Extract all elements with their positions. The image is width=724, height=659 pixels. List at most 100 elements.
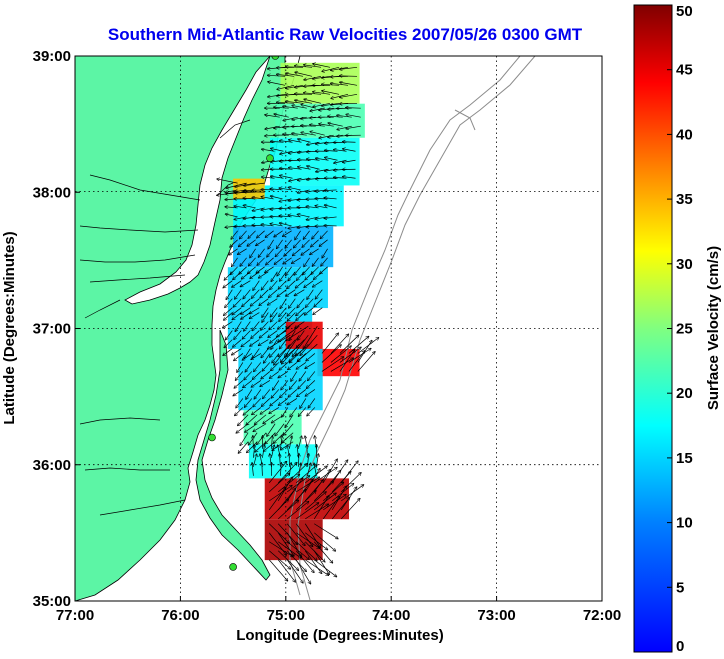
velocity-vector bbox=[259, 271, 269, 278]
y-axis-label: Latitude (Degrees:Minutes) bbox=[1, 231, 18, 424]
velocity-vector bbox=[235, 371, 244, 380]
colorbar-tick-label: 50 bbox=[676, 3, 693, 20]
velocity-region bbox=[233, 178, 265, 200]
velocity-vector bbox=[292, 116, 307, 119]
velocity-vector bbox=[310, 248, 319, 255]
velocity-vector bbox=[270, 307, 278, 317]
velocity-vector bbox=[232, 348, 242, 355]
velocity-vector bbox=[264, 353, 271, 363]
velocity-vector bbox=[262, 445, 264, 458]
velocity-vector bbox=[305, 271, 314, 280]
velocity-vector bbox=[249, 257, 256, 266]
velocity-vector bbox=[254, 389, 262, 398]
velocity-vector bbox=[246, 414, 258, 425]
velocity-vector bbox=[241, 312, 251, 320]
velocity-vector bbox=[224, 312, 233, 321]
velocity-vector bbox=[225, 330, 233, 340]
velocity-vector bbox=[277, 289, 287, 297]
velocity-vector bbox=[340, 82, 358, 86]
velocity-vector bbox=[252, 371, 262, 379]
velocity-vector bbox=[324, 205, 337, 209]
colorbar-tick-label: 30 bbox=[676, 256, 693, 273]
velocity-vector bbox=[288, 339, 296, 349]
velocity-vector bbox=[274, 125, 289, 128]
velocity-vector bbox=[323, 494, 346, 511]
velocity-vector bbox=[268, 532, 286, 555]
velocity-vector bbox=[224, 271, 233, 280]
velocity-vector bbox=[268, 473, 289, 493]
velocity-vector bbox=[236, 423, 249, 433]
velocity-vector bbox=[357, 352, 375, 372]
velocity-vector bbox=[278, 371, 289, 377]
velocity-vector bbox=[297, 214, 310, 218]
velocity-vector bbox=[308, 371, 316, 380]
velocity-vector bbox=[289, 298, 296, 308]
y-axis-ticks: 35:00 36:00 37:00 38:00 39:00 bbox=[33, 48, 80, 610]
velocity-vector bbox=[304, 550, 321, 574]
barrier-islands bbox=[195, 329, 271, 581]
velocity-vector bbox=[259, 298, 269, 306]
velocity-vector bbox=[324, 198, 337, 199]
colorbar-tick-label: 15 bbox=[676, 450, 693, 467]
colorbar: 0 5 10 15 20 25 30 35 40 45 50 Surface Velocity (c… bbox=[633, 3, 722, 655]
velocity-vector bbox=[280, 298, 287, 309]
velocity-vector bbox=[256, 239, 265, 246]
velocity-vector bbox=[346, 125, 361, 128]
velocity-vector bbox=[252, 463, 253, 476]
velocity-vector bbox=[261, 348, 269, 358]
velocity-vector bbox=[280, 271, 287, 281]
velocity-vector bbox=[243, 407, 253, 415]
velocity-vector bbox=[247, 441, 258, 453]
velocity-vector bbox=[238, 248, 247, 254]
velocity-vector bbox=[242, 298, 251, 307]
velocity-vector bbox=[244, 348, 251, 359]
velocity-vector bbox=[280, 436, 282, 449]
velocity-vector bbox=[289, 140, 302, 143]
x-axis-label: Longitude (Degrees:Minutes) bbox=[236, 627, 444, 644]
velocity-vector bbox=[252, 321, 260, 331]
velocity-vector bbox=[280, 175, 293, 179]
x-tick-label: 77:00 bbox=[56, 607, 94, 624]
velocity-vector bbox=[288, 389, 298, 397]
velocity-vector bbox=[312, 257, 319, 266]
velocity-vector bbox=[239, 239, 247, 247]
velocity-vector bbox=[319, 134, 334, 138]
velocity-vector bbox=[303, 326, 318, 348]
y-tick-label: 38:00 bbox=[33, 184, 71, 201]
velocity-vector bbox=[299, 371, 307, 380]
y-tick-label: 35:00 bbox=[33, 593, 71, 610]
velocity-vector bbox=[321, 257, 328, 266]
velocity-vector bbox=[271, 414, 285, 423]
x-tick-label: 75:00 bbox=[267, 607, 305, 624]
velocity-vector bbox=[274, 230, 283, 237]
velocity-vector bbox=[283, 134, 298, 135]
velocity-vector bbox=[280, 463, 281, 476]
velocity-vector bbox=[274, 257, 283, 264]
rivers bbox=[79, 119, 251, 516]
velocity-vector bbox=[271, 389, 280, 398]
velocity-vector bbox=[261, 321, 269, 331]
velocity-vector bbox=[325, 157, 338, 161]
velocity-vector bbox=[316, 158, 329, 161]
velocity-vector bbox=[270, 398, 280, 405]
velocity-vector bbox=[261, 371, 271, 378]
velocity-vector bbox=[273, 432, 285, 443]
velocity-vector bbox=[236, 398, 244, 407]
velocity-vector bbox=[322, 497, 339, 520]
velocity-vector bbox=[252, 407, 262, 414]
velocity-vector bbox=[224, 339, 233, 348]
velocity-vector bbox=[289, 436, 291, 449]
velocity-vector bbox=[295, 559, 310, 584]
velocity-vector bbox=[263, 414, 276, 424]
velocity-vector bbox=[286, 502, 308, 520]
velocity-vector bbox=[261, 398, 271, 406]
velocity-vector bbox=[301, 132, 316, 136]
velocity-vector bbox=[281, 380, 289, 389]
velocity-vector bbox=[287, 280, 296, 289]
velocity-vector bbox=[348, 351, 365, 372]
velocity-vector bbox=[313, 496, 329, 520]
velocity-vector bbox=[268, 523, 289, 543]
velocity-vector bbox=[306, 298, 314, 308]
velocity-vector bbox=[288, 362, 298, 369]
